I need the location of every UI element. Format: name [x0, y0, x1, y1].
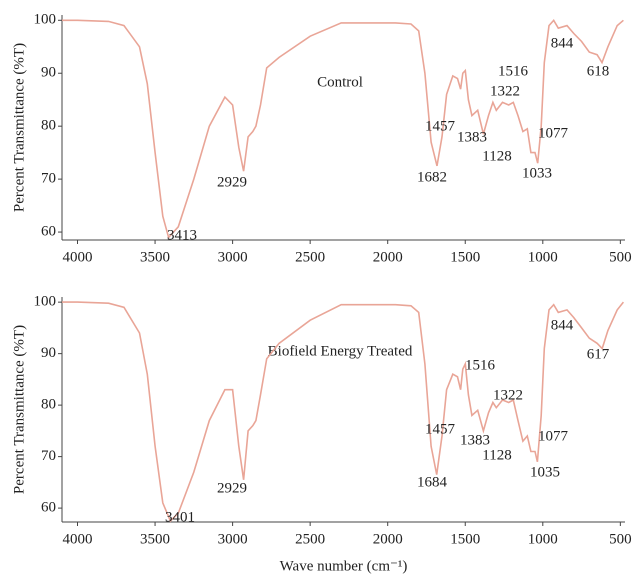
- peak-label: 1035: [530, 464, 560, 480]
- y-tick-label: 60: [41, 223, 56, 239]
- y-tick-label: 70: [41, 171, 56, 187]
- peak-label: 1684: [417, 474, 448, 490]
- x-tick-label: 1000: [528, 531, 558, 547]
- peak-label: 1516: [498, 63, 529, 79]
- peak-label: 1516: [465, 357, 496, 373]
- peak-label: 1457: [425, 118, 456, 134]
- peak-label: 1457: [425, 421, 456, 437]
- peak-label: 3413: [167, 227, 197, 243]
- y-tick-label: 90: [41, 345, 56, 361]
- x-tick-label: 500: [609, 249, 632, 265]
- y-tick-label: 60: [41, 500, 56, 516]
- x-tick-label: 2000: [373, 531, 403, 547]
- x-tick-label: 1500: [450, 531, 480, 547]
- peak-label: 1077: [538, 428, 569, 444]
- spectrum-line: [62, 18, 624, 240]
- y-axis-label: Percent Transmittance (%T): [11, 43, 27, 212]
- x-tick-label: 2000: [373, 249, 403, 265]
- peak-label: 2929: [217, 174, 247, 190]
- x-tick-label: 3000: [218, 531, 248, 547]
- chart-label: Biofield Energy Treated: [268, 343, 413, 359]
- chart-label: Control: [317, 74, 363, 90]
- x-tick-label: 2500: [295, 249, 325, 265]
- y-tick-label: 80: [41, 397, 56, 413]
- y-tick-label: 70: [41, 448, 56, 464]
- peak-label: 1322: [490, 83, 520, 99]
- peak-label: 844: [551, 35, 574, 51]
- x-tick-label: 500: [609, 531, 632, 547]
- y-tick-label: 100: [34, 12, 57, 28]
- x-axis-label: Wave number (cm⁻¹): [280, 558, 408, 574]
- peak-label: 1682: [417, 169, 447, 185]
- peak-label: 1383: [457, 129, 487, 145]
- x-tick-label: 3000: [218, 249, 248, 265]
- peak-label: 1128: [482, 148, 511, 164]
- y-tick-label: 90: [41, 65, 56, 81]
- peak-label: 618: [587, 63, 610, 79]
- peak-label: 1383: [460, 432, 490, 448]
- y-tick-label: 80: [41, 118, 56, 134]
- peak-label: 3401: [165, 509, 195, 525]
- x-tick-label: 1500: [450, 249, 480, 265]
- peak-label: 617: [587, 346, 610, 362]
- x-tick-label: 3500: [140, 249, 170, 265]
- peak-label: 844: [551, 317, 574, 333]
- y-axis-label: Percent Transmittance (%T): [11, 325, 27, 494]
- peak-label: 1033: [522, 165, 552, 181]
- peak-label: 1322: [493, 387, 523, 403]
- x-tick-label: 4000: [63, 249, 93, 265]
- y-tick-label: 100: [34, 294, 57, 310]
- x-tick-label: 3500: [140, 531, 170, 547]
- spectrum-line: [62, 301, 625, 523]
- x-tick-label: 2500: [295, 531, 325, 547]
- peak-label: 1077: [538, 125, 569, 141]
- peak-label: 1128: [482, 447, 511, 463]
- x-tick-label: 1000: [528, 249, 558, 265]
- peak-label: 2929: [217, 480, 247, 496]
- x-tick-label: 4000: [63, 531, 93, 547]
